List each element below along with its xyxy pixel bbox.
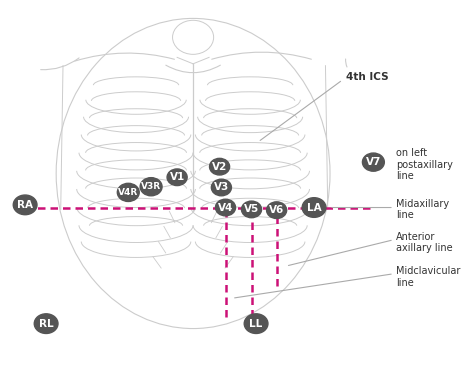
Circle shape bbox=[241, 201, 262, 218]
Text: V3: V3 bbox=[214, 182, 229, 192]
Text: V4: V4 bbox=[218, 203, 233, 213]
Text: 4th ICS: 4th ICS bbox=[346, 72, 389, 82]
Text: LL: LL bbox=[249, 319, 263, 329]
Circle shape bbox=[211, 179, 231, 196]
Circle shape bbox=[244, 314, 268, 333]
Circle shape bbox=[302, 198, 326, 217]
Text: V5: V5 bbox=[244, 205, 259, 215]
Text: V7: V7 bbox=[366, 157, 381, 167]
Text: on left
postaxillary
line: on left postaxillary line bbox=[396, 148, 453, 181]
Circle shape bbox=[34, 314, 58, 333]
Circle shape bbox=[167, 169, 187, 186]
Text: Midclavicular
line: Midclavicular line bbox=[396, 266, 461, 288]
Text: V3R: V3R bbox=[141, 182, 161, 191]
Circle shape bbox=[140, 178, 162, 196]
Text: V6: V6 bbox=[269, 205, 284, 215]
Circle shape bbox=[118, 183, 139, 202]
Text: V1: V1 bbox=[170, 172, 185, 182]
Text: Midaxillary
line: Midaxillary line bbox=[396, 199, 449, 220]
Text: RA: RA bbox=[17, 200, 33, 210]
Circle shape bbox=[13, 195, 37, 215]
Text: V4R: V4R bbox=[118, 188, 138, 197]
Circle shape bbox=[266, 202, 287, 218]
Text: RL: RL bbox=[39, 319, 54, 329]
Text: LA: LA bbox=[307, 203, 321, 213]
Circle shape bbox=[210, 158, 229, 175]
Circle shape bbox=[363, 153, 384, 171]
Text: Anterior
axillary line: Anterior axillary line bbox=[396, 232, 453, 253]
Text: V2: V2 bbox=[212, 162, 227, 172]
Circle shape bbox=[216, 199, 236, 216]
